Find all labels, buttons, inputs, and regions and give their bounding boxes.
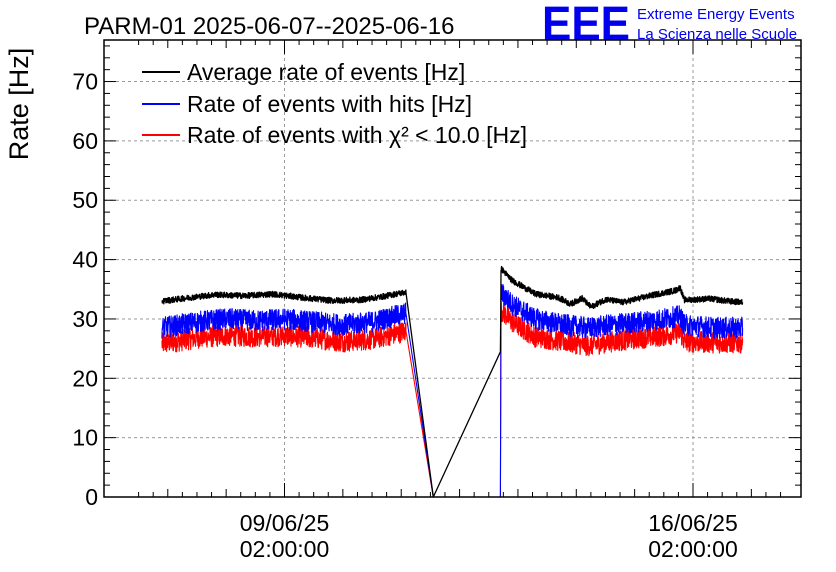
eee-logo: EEE Extreme Energy Events La Scienza nel… bbox=[542, 0, 797, 51]
y-tick-label: 30 bbox=[72, 306, 98, 332]
y-tick-label: 0 bbox=[85, 484, 98, 510]
y-axis-label: Rate [Hz] bbox=[4, 48, 34, 161]
x-tick-time: 02:00:00 bbox=[240, 536, 330, 562]
y-tick-label: 20 bbox=[72, 365, 98, 391]
y-tick-label: 70 bbox=[72, 69, 98, 95]
legend-entry: Average rate of events [Hz] bbox=[187, 59, 465, 85]
x-tick-date: 09/06/25 bbox=[240, 510, 330, 536]
series-line bbox=[161, 300, 744, 498]
logo-line-1: Extreme Energy Events bbox=[637, 6, 795, 23]
y-tick-labels: 0 10 20 30 40 50 60 70 bbox=[72, 69, 98, 510]
plot-frame bbox=[103, 39, 802, 498]
x-tick-date: 16/06/25 bbox=[648, 510, 738, 536]
legend-entry: Rate of events with hits [Hz] bbox=[187, 91, 472, 117]
series-line bbox=[161, 265, 744, 498]
series-layer bbox=[161, 265, 744, 498]
chart-title: PARM-01 2025-06-07--2025-06-16 bbox=[84, 13, 454, 40]
y-tick-label: 50 bbox=[72, 187, 98, 213]
logo-mark: EEE bbox=[542, 0, 630, 51]
legend: Average rate of events [Hz] Rate of event… bbox=[142, 59, 527, 148]
y-tick-label: 40 bbox=[72, 247, 98, 273]
axis-ticks bbox=[104, 40, 801, 498]
series-line bbox=[161, 283, 744, 498]
x-tick-time: 02:00:00 bbox=[648, 536, 738, 562]
logo-line-2: La Scienza nelle Scuole bbox=[637, 26, 797, 43]
y-tick-label: 60 bbox=[72, 128, 98, 154]
y-tick-label: 10 bbox=[72, 425, 98, 451]
legend-entry: Rate of events with χ² < 10.0 [Hz] bbox=[187, 122, 527, 148]
